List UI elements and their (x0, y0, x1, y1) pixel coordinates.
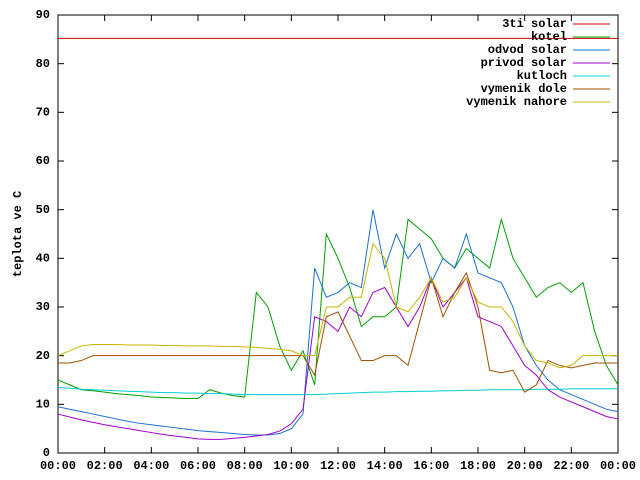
series-line (57, 209, 619, 436)
series-line (57, 386, 618, 396)
y-tick-label: 70 (36, 106, 50, 120)
x-tick-label: 22:00 (553, 459, 589, 473)
x-tick-label: 02:00 (87, 459, 123, 473)
x-tick-label: 04:00 (133, 459, 169, 473)
y-tick-label: 0 (43, 446, 50, 460)
y-tick-label: 30 (36, 300, 50, 314)
y-tick-label: 60 (36, 154, 50, 168)
legend-label: kutloch (517, 69, 567, 83)
legend-label: vymenik dole (481, 82, 567, 96)
y-tick-label: 20 (36, 349, 50, 363)
legend-label: 3ti solar (502, 17, 567, 31)
x-tick-label: 06:00 (180, 459, 216, 473)
x-tick-label: 08:00 (227, 459, 263, 473)
x-tick-label: 12:00 (320, 459, 356, 473)
x-tick-label: 00:00 (600, 459, 636, 473)
legend-label: odvod solar (488, 43, 567, 57)
y-tick-label: 10 (36, 398, 50, 412)
series-line (57, 276, 619, 440)
x-tick-label: 14:00 (367, 459, 403, 473)
x-tick-label: 16:00 (413, 459, 449, 473)
x-tick-label: 10:00 (273, 459, 309, 473)
series-line (58, 271, 618, 393)
x-tick-label: 20:00 (507, 459, 543, 473)
legend-label: privod solar (481, 56, 567, 70)
legend-label: kotel (531, 30, 567, 44)
x-tick-label: 18:00 (460, 459, 496, 473)
y-tick-label: 40 (36, 252, 50, 266)
y-tick-label: 80 (36, 57, 50, 71)
y-tick-label: 90 (36, 8, 50, 22)
series-line (57, 217, 619, 399)
y-axis-label: teplota ve C (11, 191, 25, 277)
legend-label: vymenik nahore (466, 95, 567, 109)
y-tick-label: 50 (36, 203, 50, 217)
series-line (57, 242, 618, 369)
x-tick-label: 00:00 (40, 459, 76, 473)
